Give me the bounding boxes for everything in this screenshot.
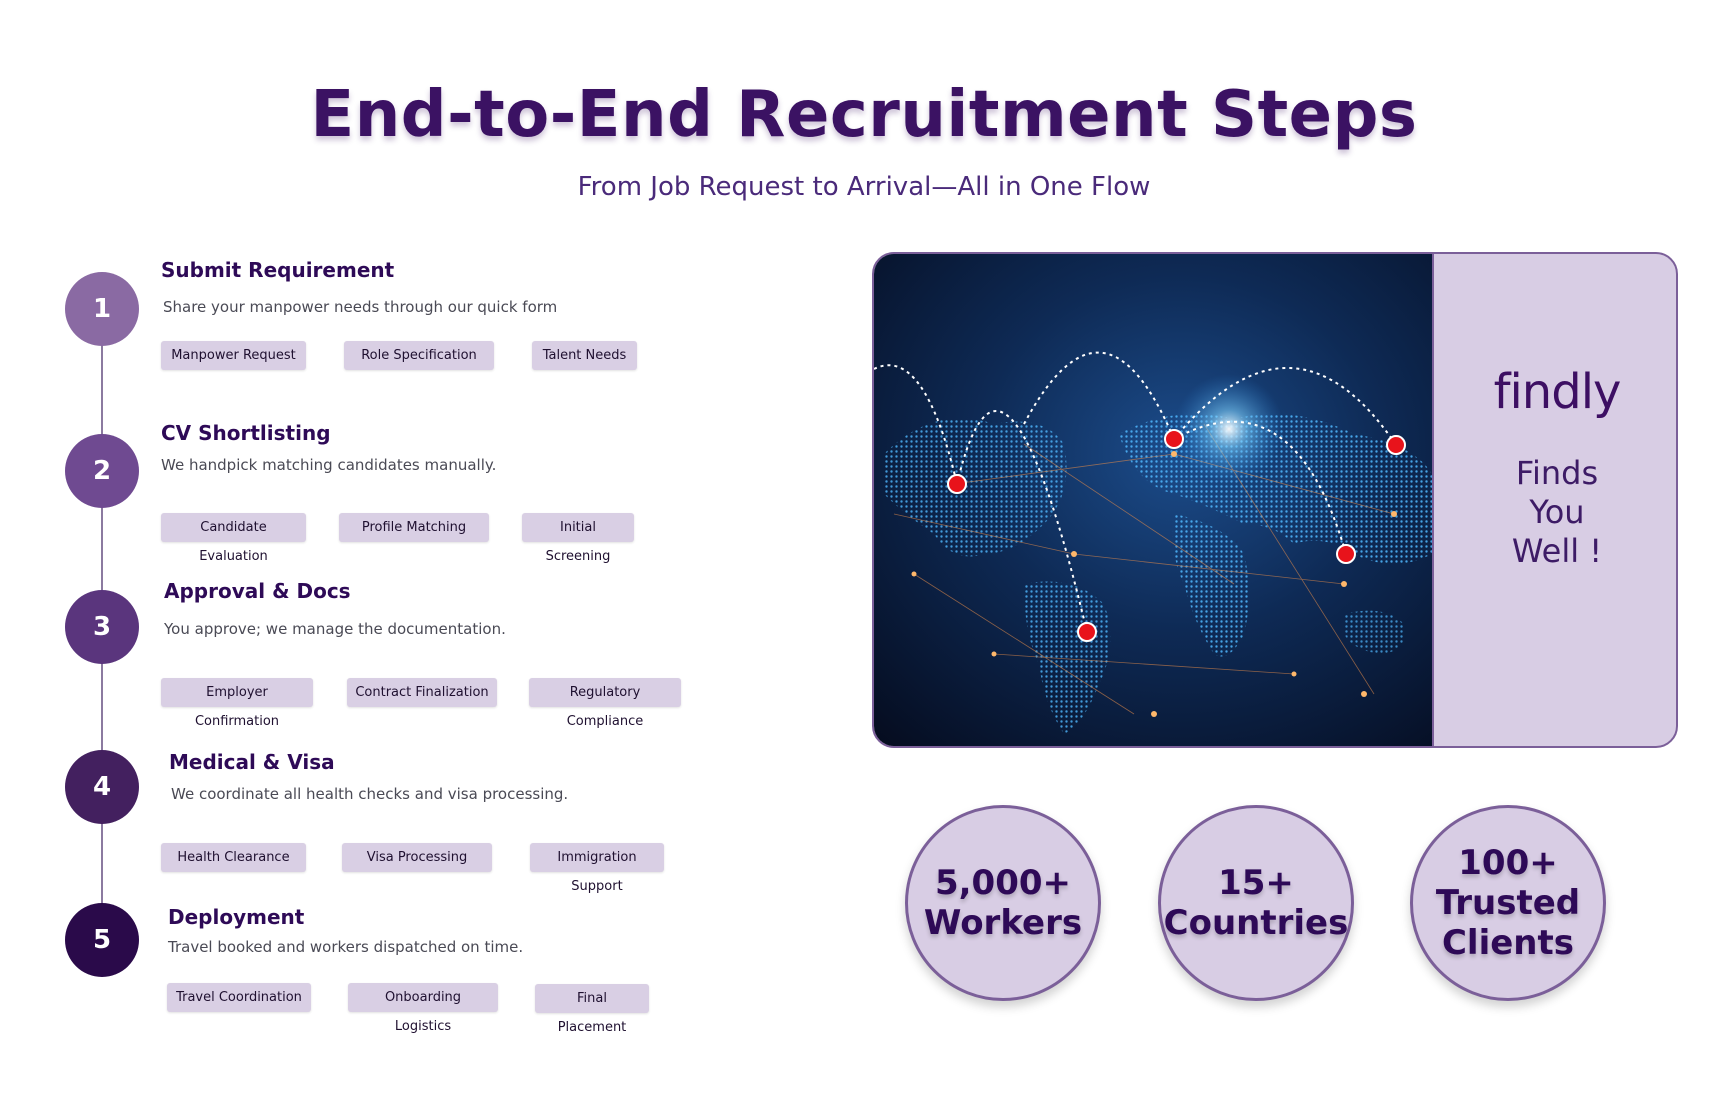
world-network-map-icon (874, 254, 1432, 746)
findly-logo: findly (1493, 364, 1622, 420)
stat-circle: 15+ Countries (1158, 805, 1354, 1001)
stat-circle: 5,000+ Workers (905, 805, 1101, 1001)
step-tag: Candidate Evaluation (161, 513, 306, 564)
step-number-1: 1 (65, 272, 139, 346)
step-tag: Immigration Support (530, 843, 664, 894)
step-tag: Visa Processing (342, 843, 492, 872)
page-subtitle: From Job Request to Arrival—All in One F… (577, 172, 1151, 202)
step-tag: Health Clearance (161, 843, 306, 872)
step-tag: Contract Finalization (347, 678, 497, 707)
step-number-2: 2 (65, 434, 139, 508)
step-tag: Regulatory Compliance (529, 678, 681, 729)
page-title: End-to-End Recruitment Steps (310, 78, 1418, 152)
step-description: We coordinate all health checks and visa… (171, 785, 569, 803)
step-title: Deployment (168, 905, 305, 929)
step-description: We handpick matching candidates manually… (161, 456, 497, 474)
step-tag: Final Placement (535, 984, 649, 1035)
step-description: Share your manpower needs through our qu… (163, 298, 558, 316)
step-title: Approval & Docs (164, 579, 351, 603)
stat-countries: 15+ Countries (1163, 863, 1349, 943)
step-tag: Initial Screening (522, 513, 634, 564)
step-title: Medical & Visa (169, 750, 335, 774)
brand-card: findly Finds You Well ! (872, 252, 1678, 748)
stat-circle: 100+ Trusted Clients (1410, 805, 1606, 1001)
stat-clients: 100+ Trusted Clients (1435, 843, 1581, 963)
step-tag: Travel Coordination (167, 983, 311, 1012)
step-title: Submit Requirement (161, 258, 395, 282)
step-tag: Talent Needs (532, 341, 637, 370)
stat-workers: 5,000+ Workers (923, 863, 1083, 943)
step-description: Travel booked and workers dispatched on … (168, 938, 524, 956)
step-tag: Employer Confirmation (161, 678, 313, 729)
step-tag: Onboarding Logistics (348, 983, 498, 1034)
step-title: CV Shortlisting (161, 421, 331, 445)
step-tag: Manpower Request (161, 341, 306, 370)
step-tag: Profile Matching (339, 513, 489, 542)
step-number-3: 3 (65, 590, 139, 664)
step-number-5: 5 (65, 903, 139, 977)
step-description: You approve; we manage the documentation… (164, 620, 506, 638)
step-number-4: 4 (65, 750, 139, 824)
step-tag: Role Specification (344, 341, 494, 370)
brand-tagline: Finds You Well ! (1511, 454, 1603, 570)
brand-panel: findly Finds You Well ! (1432, 254, 1676, 746)
